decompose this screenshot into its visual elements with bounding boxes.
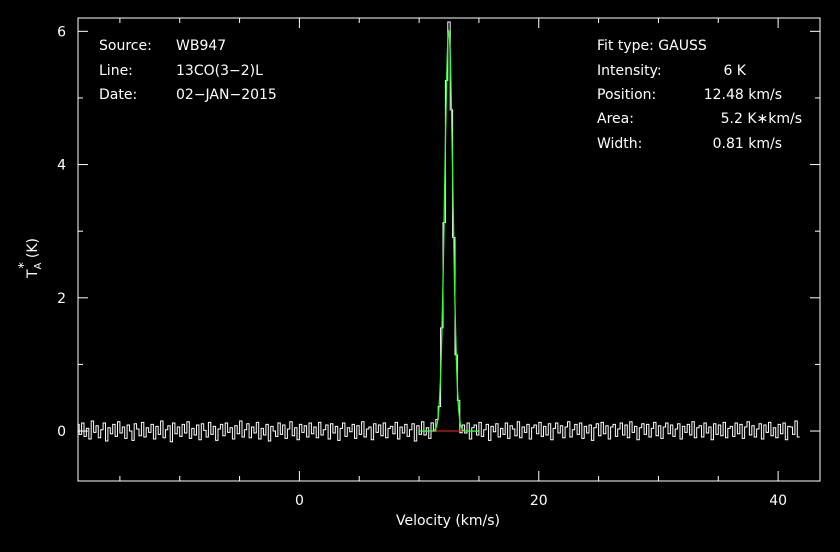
position-label: Position: [597, 87, 656, 103]
x-tick-label: 40 [769, 493, 787, 509]
width-label: Width: [597, 136, 642, 152]
plot-frame [77, 17, 821, 482]
x-tick-label: 0 [295, 493, 304, 509]
date-value: 02−JAN−2015 [176, 87, 277, 103]
intensity-label: Intensity: [597, 63, 662, 79]
area-value: 5.2 K∗km/s [721, 111, 802, 127]
spectrum-line [78, 21, 800, 443]
source-value: WB947 [176, 38, 226, 54]
line-value: 13CO(3−2)L [176, 63, 263, 79]
header-right: Fit type: GAUSS Intensity: 6 K Position:… [597, 38, 802, 152]
axis-ticks [78, 18, 820, 481]
x-tick-label: 20 [530, 493, 548, 509]
y-tick-label: 4 [57, 158, 66, 174]
area-label: Area: [597, 111, 634, 127]
width-value: 0.81 km/s [713, 136, 782, 152]
position-value: 12.48 km/s [704, 87, 782, 103]
y-tick-label: 2 [57, 291, 66, 307]
y-tick-label: 6 [57, 24, 66, 40]
intensity-value: 6 K [723, 63, 746, 79]
y-axis-label: TA* (K) [17, 238, 44, 279]
date-label: Date: [99, 87, 137, 103]
gaussian-fit-line [418, 29, 479, 432]
y-axis-label-sup: * [17, 262, 32, 269]
line-label: Line: [99, 63, 133, 79]
axis-tick-labels: 0 20 40 0 2 4 6 [57, 24, 787, 509]
y-axis-label-main: T [25, 269, 41, 279]
x-axis-label: Velocity (km/s) [396, 513, 500, 529]
y-axis-label-unit: (K) [25, 238, 41, 258]
y-axis-label-sub: A [33, 262, 44, 269]
y-tick-label: 0 [57, 424, 66, 440]
plot-series [78, 21, 800, 443]
source-label: Source: [99, 38, 152, 54]
fit-type: Fit type: GAUSS [597, 38, 707, 54]
header-left: Source: WB947 Line: 13CO(3−2)L Date: 02−… [99, 38, 277, 103]
svg-text:TA*(K): TA* (K) [17, 238, 44, 279]
